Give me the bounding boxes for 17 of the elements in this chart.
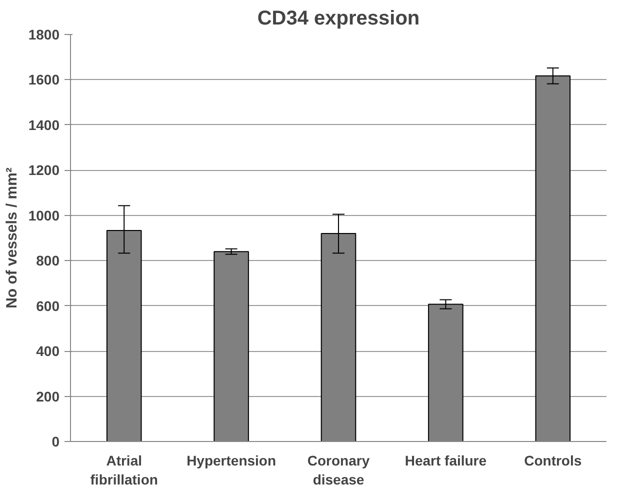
x-tick-label: Heart failure	[404, 452, 487, 468]
y-tick-label: 1800	[28, 26, 60, 42]
y-tick-label: 1200	[28, 162, 60, 178]
y-axis-title: No of vessels / mm²	[3, 168, 20, 308]
x-tick-label: Atrial fibrillation	[90, 452, 158, 488]
y-tick-label: 200	[36, 388, 60, 404]
x-tick-label: Coronary disease	[307, 452, 370, 488]
y-tick-label: 1000	[28, 207, 60, 224]
y-tick-label: 1400	[28, 116, 60, 133]
y-tick-label: 800	[36, 252, 60, 269]
y-tick-label: 600	[36, 298, 60, 314]
chart-title: CD34 expression	[257, 8, 420, 30]
y-tick-label: 1600	[28, 72, 60, 88]
x-tick-label: Hypertension	[186, 452, 276, 468]
x-tick-label: Controls	[524, 452, 582, 468]
y-tick-label: 0	[52, 434, 60, 450]
y-tick-label: 400	[36, 343, 60, 360]
